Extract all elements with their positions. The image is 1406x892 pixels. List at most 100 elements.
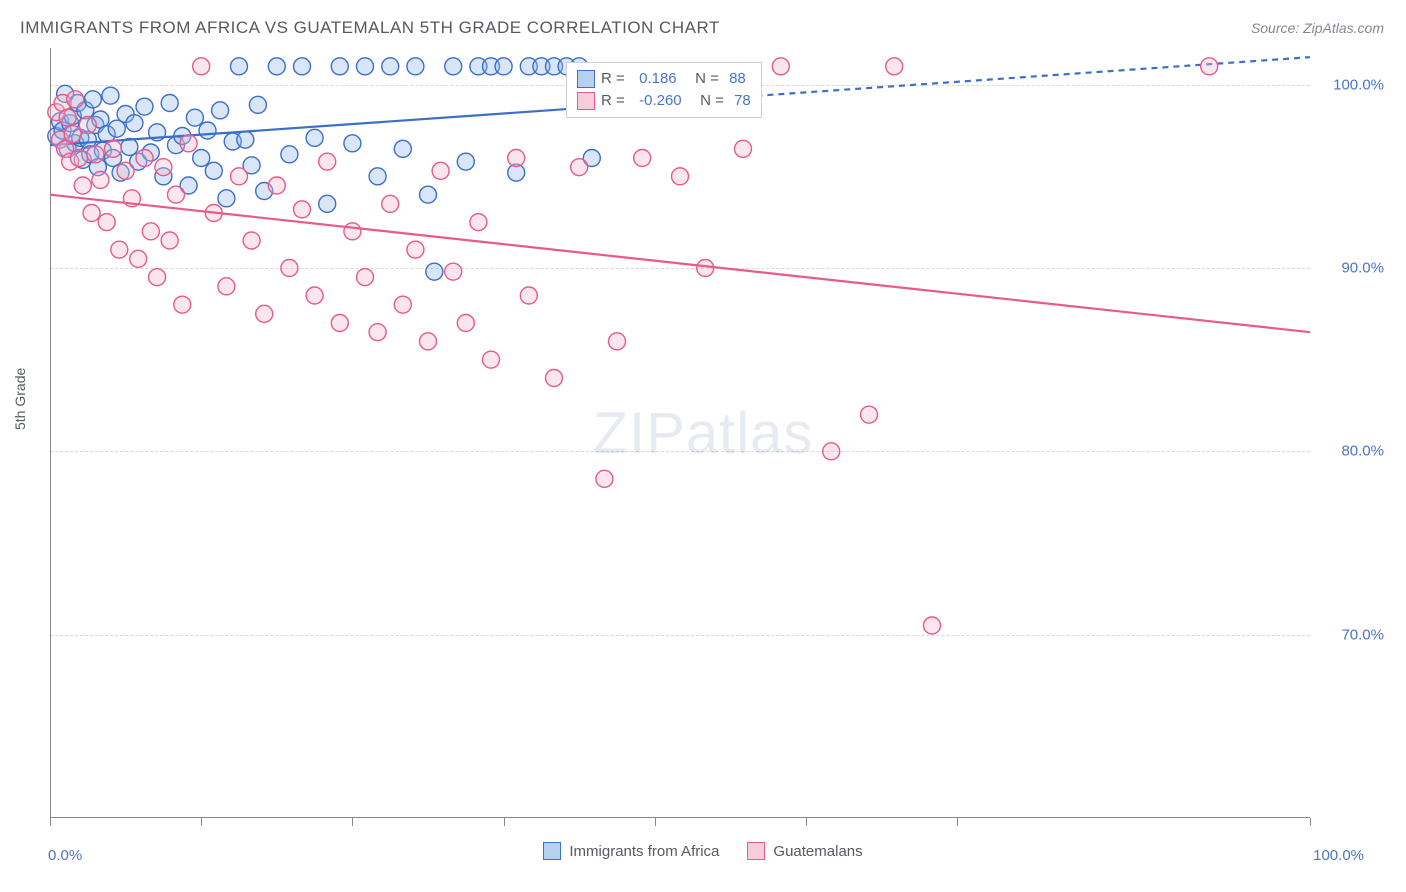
data-point [174, 296, 191, 313]
series-legend-label: Immigrants from Africa [569, 843, 719, 860]
data-point [74, 177, 91, 194]
x-tick [655, 818, 656, 826]
data-point [886, 58, 903, 75]
y-tick-label: 100.0% [1333, 76, 1384, 93]
data-point [420, 186, 437, 203]
data-point [344, 223, 361, 240]
data-point [426, 263, 443, 280]
x-tick [957, 818, 958, 826]
data-point [596, 470, 613, 487]
data-point [212, 102, 229, 119]
data-point [331, 315, 348, 332]
data-point [161, 95, 178, 112]
data-point [281, 146, 298, 163]
data-point [457, 153, 474, 170]
data-point [79, 117, 96, 134]
data-point [394, 296, 411, 313]
data-point [231, 58, 248, 75]
data-point [142, 223, 159, 240]
correlation-legend-row: R = -0.260 N = 78 [577, 90, 751, 112]
data-point [861, 406, 878, 423]
data-point [546, 370, 563, 387]
data-point [268, 58, 285, 75]
data-point [772, 58, 789, 75]
plot-svg [50, 48, 1310, 818]
correlation-legend: R = 0.186 N = 88R = -0.260 N = 78 [566, 62, 762, 118]
data-point [70, 150, 87, 167]
data-point [319, 153, 336, 170]
data-point [508, 150, 525, 167]
x-tick-label-min: 0.0% [48, 847, 82, 864]
x-tick [201, 818, 202, 826]
n-value: 88 [729, 68, 746, 90]
legend-swatch [577, 92, 595, 110]
correlation-legend-row: R = 0.186 N = 88 [577, 68, 751, 90]
data-point [136, 98, 153, 115]
data-point [161, 232, 178, 249]
data-point [130, 250, 147, 267]
data-point [823, 443, 840, 460]
y-tick-label: 90.0% [1341, 260, 1384, 277]
data-point [67, 91, 84, 108]
data-point [149, 269, 166, 286]
data-point [634, 150, 651, 167]
source-attribution: Source: ZipAtlas.com [1251, 20, 1384, 36]
data-point [98, 214, 115, 231]
data-point [84, 91, 101, 108]
n-value: 78 [734, 90, 751, 112]
data-point [407, 241, 424, 258]
data-point [136, 150, 153, 167]
data-point [420, 333, 437, 350]
data-point [520, 287, 537, 304]
data-point [319, 195, 336, 212]
r-label: R = [601, 90, 633, 112]
data-point [117, 162, 134, 179]
data-point [369, 168, 386, 185]
chart-container: IMMIGRANTS FROM AFRICA VS GUATEMALAN 5TH… [0, 0, 1406, 892]
data-point [168, 186, 185, 203]
data-point [571, 159, 588, 176]
data-point [344, 135, 361, 152]
data-point [495, 58, 512, 75]
data-point [268, 177, 285, 194]
data-point [609, 333, 626, 350]
data-point [199, 122, 216, 139]
data-point [205, 162, 222, 179]
series-legend-label: Guatemalans [773, 843, 862, 860]
x-tick [504, 818, 505, 826]
y-axis-label: 5th Grade [12, 368, 28, 430]
data-point [231, 168, 248, 185]
n-label: N = [688, 90, 728, 112]
data-point [237, 131, 254, 148]
data-point [445, 58, 462, 75]
data-point [306, 287, 323, 304]
series-legend-item: Immigrants from Africa [543, 842, 719, 860]
data-point [218, 190, 235, 207]
chart-title: IMMIGRANTS FROM AFRICA VS GUATEMALAN 5TH… [20, 18, 720, 38]
data-point [180, 135, 197, 152]
data-point [672, 168, 689, 185]
data-point [331, 58, 348, 75]
data-point [382, 58, 399, 75]
data-point [105, 140, 122, 157]
data-point [87, 146, 104, 163]
data-point [64, 126, 81, 143]
data-point [470, 214, 487, 231]
data-point [306, 129, 323, 146]
data-point [281, 260, 298, 277]
r-value: -0.260 [639, 90, 682, 112]
data-point [357, 58, 374, 75]
data-point [243, 232, 260, 249]
data-point [735, 140, 752, 157]
data-point [394, 140, 411, 157]
data-point [294, 58, 311, 75]
data-point [155, 159, 172, 176]
data-point [249, 96, 266, 113]
x-tick [50, 818, 51, 826]
y-tick-label: 80.0% [1341, 443, 1384, 460]
data-point [407, 58, 424, 75]
data-point [218, 278, 235, 295]
data-point [924, 617, 941, 634]
legend-swatch [747, 842, 765, 860]
data-point [1201, 58, 1218, 75]
